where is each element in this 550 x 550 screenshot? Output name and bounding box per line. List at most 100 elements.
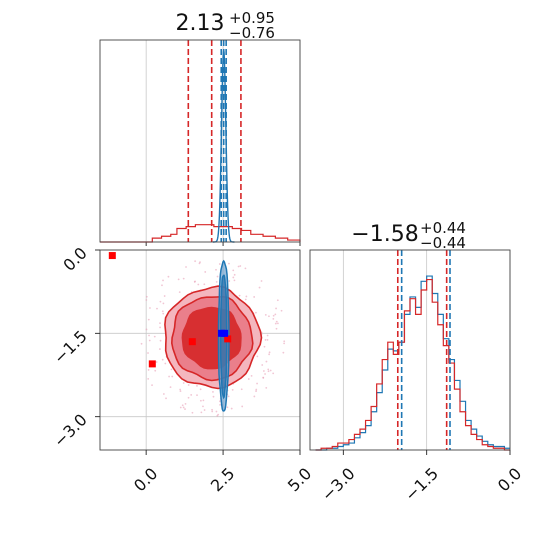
sample-point: [232, 269, 235, 272]
sample-point: [267, 370, 270, 373]
sample-point: [255, 311, 257, 314]
sample-point: [240, 388, 243, 391]
sample-point: [202, 405, 204, 408]
sample-point: [177, 278, 180, 281]
sample-point: [244, 267, 247, 270]
sample-point: [162, 393, 165, 395]
sample-point: [148, 339, 151, 342]
sample-point: [202, 399, 205, 402]
param1-title-minus: −0.76: [229, 24, 275, 42]
sample-point: [264, 373, 266, 375]
x-tick-label: 2.5: [207, 464, 238, 495]
sample-point: [245, 295, 248, 298]
sample-point: [283, 340, 286, 343]
sample-point: [164, 362, 167, 365]
sample-point: [199, 388, 202, 391]
sample-point: [215, 410, 218, 413]
param2-title-minus: −0.44: [420, 234, 466, 252]
sample-point: [211, 408, 213, 411]
sample-point: [275, 327, 278, 330]
sample-point: [204, 271, 207, 273]
sample-point: [147, 318, 150, 321]
sample-point: [277, 322, 279, 325]
sample-point: [266, 334, 269, 337]
joint-contour-panel: 0.0 2.5 5.0 0.0 −1.5 −3.0: [50, 243, 315, 495]
sample-point: [268, 315, 270, 318]
sample-point: [159, 300, 162, 303]
sample-point: [197, 283, 200, 286]
sample-point: [203, 283, 206, 286]
sample-point: [193, 281, 196, 283]
sample-point: [237, 265, 240, 268]
sample-point: [283, 342, 286, 345]
sample-point: [274, 322, 277, 325]
sample-point: [264, 313, 267, 316]
sample-point: [233, 273, 236, 276]
sample-point: [258, 286, 261, 289]
x-tick-label: 5.0: [284, 464, 315, 495]
sample-point: [272, 314, 275, 317]
sample-point: [145, 328, 148, 331]
sample-point: [191, 411, 194, 414]
sample-point: [268, 351, 271, 354]
sample-point: [211, 410, 214, 413]
sample-point: [147, 352, 149, 354]
sample-point: [260, 280, 263, 282]
sample-point: [145, 295, 148, 298]
sample-point: [162, 302, 165, 305]
sample-point: [179, 406, 182, 409]
sample-point: [196, 384, 198, 387]
sample-point: [170, 368, 173, 371]
sample-point: [255, 390, 257, 392]
sample-point: [219, 403, 221, 406]
sample-point: [227, 395, 230, 398]
sample-point: [162, 312, 165, 315]
sample-point: [265, 387, 268, 389]
sample-point: [161, 284, 163, 287]
sample-point: [268, 353, 271, 356]
sample-point: [231, 388, 234, 391]
sample-point: [145, 299, 148, 301]
sample-point: [203, 409, 206, 411]
x-tick-label: −1.5: [401, 464, 442, 505]
sample-point: [199, 399, 202, 402]
sample-point: [250, 374, 253, 377]
sample-point: [187, 396, 190, 399]
sample-point: [148, 334, 150, 337]
sample-point: [151, 384, 153, 387]
param1-title-plus: +0.95: [229, 9, 275, 27]
red-histogram: [315, 278, 510, 451]
sample-point: [140, 342, 143, 345]
param2-title-plus: +0.44: [420, 219, 466, 237]
sample-point: [182, 382, 185, 384]
sample-point: [184, 402, 187, 405]
sample-point: [161, 358, 164, 361]
y-tick-label: −1.5: [50, 327, 91, 368]
sample-point: [262, 370, 265, 372]
sample-point: [267, 368, 270, 371]
sample-point: [255, 388, 258, 391]
sample-point: [156, 307, 158, 310]
sample-point: [275, 320, 278, 323]
sample-point: [241, 405, 244, 408]
sample-point: [181, 404, 184, 407]
panel-frame: [99, 249, 301, 451]
sample-point: [215, 268, 217, 271]
sample-point: [196, 394, 198, 397]
sample-point: [233, 279, 236, 282]
sample-point: [171, 375, 174, 378]
sample-point: [147, 369, 150, 371]
sample-point: [190, 394, 193, 396]
x-tick-label: −3.0: [318, 464, 359, 505]
sample-point: [163, 295, 166, 297]
sample-point: [262, 376, 265, 379]
sample-point: [217, 413, 220, 416]
param1-title: 2.13: [176, 11, 225, 36]
sample-point: [266, 339, 269, 341]
red-marker: [224, 335, 232, 343]
sample-point: [218, 263, 221, 265]
sample-point: [253, 395, 256, 398]
sample-point: [194, 260, 197, 263]
blue-marker: [221, 329, 229, 337]
sample-point: [219, 400, 221, 403]
